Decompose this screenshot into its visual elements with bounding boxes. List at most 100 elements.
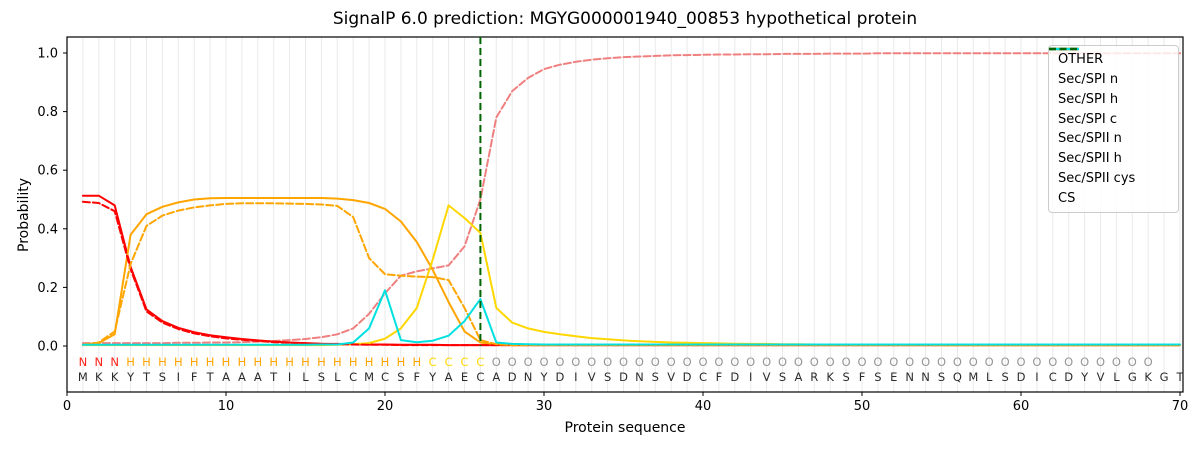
sequence-letter: T: [142, 370, 151, 384]
legend-item-label: Sec/SPII cys: [1058, 170, 1136, 186]
series-line-sec-spii-h: [81, 202, 1181, 347]
sequence-letter: E: [890, 370, 897, 384]
region-letter: H: [349, 355, 358, 369]
region-letter: O: [571, 355, 580, 369]
sequence-letter: S: [397, 370, 404, 384]
sequence-letter: Y: [539, 370, 548, 384]
legend-item-label: OTHER: [1058, 52, 1104, 68]
region-letter: H: [285, 355, 294, 369]
sequence-letter: D: [730, 370, 739, 384]
sequence-letter: K: [95, 370, 103, 384]
region-letter: C: [476, 355, 484, 369]
region-letter: H: [158, 355, 167, 369]
region-letter: O: [635, 355, 644, 369]
region-letter: O: [1001, 355, 1010, 369]
region-letter: O: [667, 355, 676, 369]
sequence-letter: Y: [428, 370, 437, 384]
region-letter: O: [698, 355, 707, 369]
region-letter: O: [1064, 355, 1073, 369]
sequence-letter: S: [604, 370, 611, 384]
region-letter: O: [794, 355, 803, 369]
region-letter: H: [365, 355, 374, 369]
sequence-letter: S: [1001, 370, 1008, 384]
region-letter: N: [110, 355, 119, 369]
sequence-letter: L: [986, 370, 993, 384]
sequence-letter: C: [349, 370, 357, 384]
sequence-letter: K: [826, 370, 834, 384]
sequence-letter: S: [318, 370, 325, 384]
chart-title: SignalP 6.0 prediction: MGYG000001940_00…: [332, 9, 918, 29]
region-letter: H: [142, 355, 151, 369]
region-letter: O: [730, 355, 739, 369]
region-letter: O: [1080, 355, 1089, 369]
region-letter: O: [826, 355, 835, 369]
region-letter: O: [619, 355, 628, 369]
sequence-letter: D: [1064, 370, 1073, 384]
sequence-letter: C: [699, 370, 707, 384]
sequence-letter: A: [254, 370, 262, 384]
legend-item-label: Sec/SPI h: [1058, 91, 1119, 107]
sequence-letter: D: [619, 370, 628, 384]
sequence-letter: N: [921, 370, 930, 384]
sequence-letter: Q: [953, 370, 962, 384]
region-letter: O: [873, 355, 882, 369]
region-letter: O: [524, 355, 533, 369]
region-letter: H: [333, 355, 342, 369]
region-letter: H: [397, 355, 406, 369]
y-tick-label: 0.8: [37, 105, 58, 120]
sequence-letter: S: [159, 370, 166, 384]
y-tick-label: 0.2: [37, 281, 58, 296]
legend-item-label: Sec/SPI n: [1058, 72, 1119, 88]
sequence-letter: L: [334, 370, 341, 384]
region-letter: O: [1048, 355, 1057, 369]
region-letter: N: [94, 355, 103, 369]
series-line-sec-spii-cys: [81, 289, 1181, 346]
region-letter: O: [1112, 355, 1121, 369]
x-axis-label: Protein sequence: [564, 420, 686, 436]
sequence-letter: C: [381, 370, 389, 384]
sequence-letter: I: [177, 370, 180, 384]
sequence-letter: S: [842, 370, 849, 384]
sequence-letter: V: [588, 370, 596, 384]
region-letter: O: [937, 355, 946, 369]
sequence-letter: M: [968, 370, 978, 384]
x-tick-label: 50: [854, 399, 871, 414]
region-letter: O: [953, 355, 962, 369]
region-letter: O: [651, 355, 660, 369]
sequence-letter: R: [810, 370, 818, 384]
sequence-letter: F: [716, 370, 723, 384]
sequence-letter: I: [749, 370, 752, 384]
region-letter: C: [429, 355, 437, 369]
region-letter: C: [445, 355, 453, 369]
region-letter: O: [969, 355, 978, 369]
region-letter: O: [683, 355, 692, 369]
sequence-letter: G: [1128, 370, 1137, 384]
sequence-letter: Y: [1080, 370, 1089, 384]
sequence-letter: A: [238, 370, 246, 384]
region-letter: H: [190, 355, 199, 369]
x-tick-label: 0: [63, 399, 71, 414]
legend-item-cs: CS: [1049, 47, 1178, 208]
region-letter: O: [539, 355, 548, 369]
legend-item-sec-spii-cys: Sec/SPII cys: [1049, 47, 1178, 189]
series-line-sec-spi-c: [81, 204, 1181, 347]
sequence-letter: A: [794, 370, 802, 384]
region-letter: H: [222, 355, 231, 369]
region-letter: H: [206, 355, 215, 369]
region-letter: O: [603, 355, 612, 369]
sequence-letter: T: [269, 370, 278, 384]
series-line-sec-spii-n: [81, 200, 1181, 347]
sequence-letter: M: [78, 370, 88, 384]
sequence-letter: D: [1017, 370, 1026, 384]
sequence-letter: D: [555, 370, 564, 384]
legend-item-sec-spi-c: Sec/SPI c: [1049, 47, 1178, 129]
y-axis-ticks: 0.0 0.2 0.4 0.6 0.8 1.0: [37, 47, 67, 355]
legend-item-label: Sec/SPI c: [1058, 111, 1117, 127]
sequence-letter: F: [191, 370, 198, 384]
sequence-letter: D: [508, 370, 517, 384]
sequence-letter: L: [1113, 370, 1120, 384]
sequence-letter: I: [288, 370, 291, 384]
